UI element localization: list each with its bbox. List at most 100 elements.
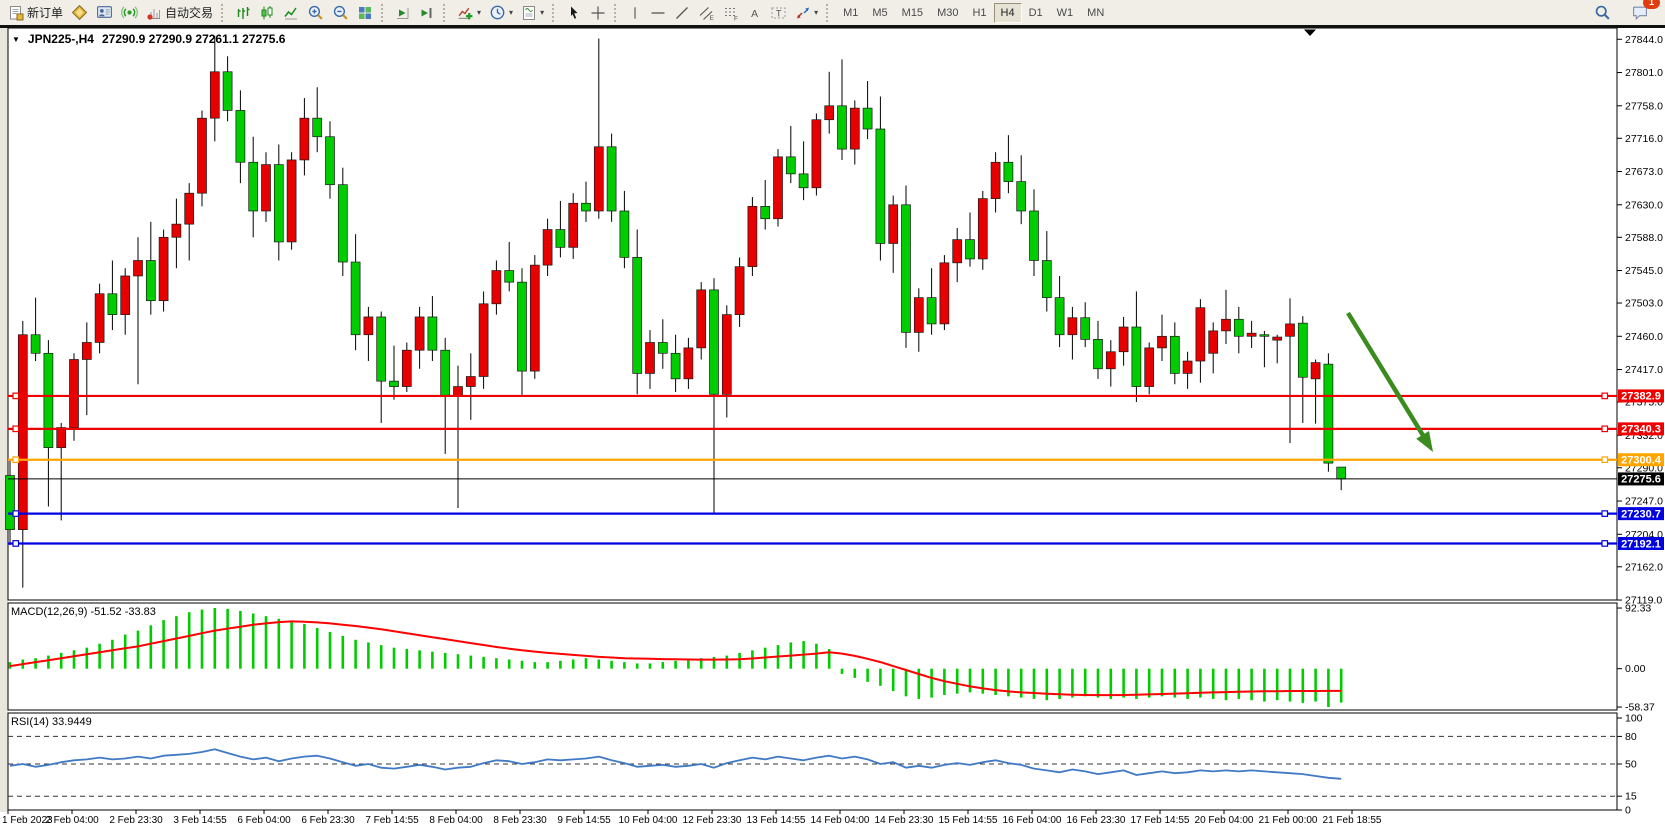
profile-button[interactable] xyxy=(92,1,117,25)
candle-body xyxy=(1208,330,1219,354)
fibonacci-button[interactable]: F xyxy=(719,1,744,25)
periods-button[interactable]: ▾ xyxy=(485,1,517,25)
line-anchor xyxy=(1601,540,1609,547)
svg-text:50: 50 xyxy=(1625,759,1637,771)
svg-text:27275.6: 27275.6 xyxy=(1621,474,1661,486)
horizontal-line[interactable] xyxy=(8,425,1617,433)
toolbar-separator xyxy=(443,3,449,22)
svg-text:2 Feb 04:00: 2 Feb 04:00 xyxy=(45,815,99,826)
vertical-line-button[interactable] xyxy=(624,1,646,25)
candle-body xyxy=(1297,322,1308,378)
candle-body xyxy=(760,205,771,220)
equidistant-channel-icon: E xyxy=(699,6,715,21)
line-anchor xyxy=(12,456,20,464)
chart-shift-button[interactable] xyxy=(415,1,439,25)
search-button[interactable] xyxy=(1590,1,1615,25)
macd-axis: 92.33 0.00 -58.37 xyxy=(1617,603,1655,714)
trend-arrow[interactable] xyxy=(1346,311,1433,452)
line-anchor xyxy=(1601,425,1609,433)
timeframe-m30-button[interactable]: M30 xyxy=(930,3,965,23)
tile-windows-button[interactable] xyxy=(353,1,377,25)
zoom-out-button[interactable] xyxy=(328,1,353,25)
cursor-button[interactable] xyxy=(562,1,586,25)
line-anchor xyxy=(1601,392,1609,400)
candle-body xyxy=(145,260,156,302)
text-button[interactable]: A xyxy=(744,1,766,25)
horizontal-line[interactable] xyxy=(8,510,1617,517)
candle-body xyxy=(1259,334,1270,337)
price-label: 27230.7 xyxy=(1618,507,1664,520)
tile-windows-icon xyxy=(359,6,372,19)
bar-chart-button[interactable] xyxy=(231,1,255,25)
profile-icon xyxy=(97,6,112,18)
horizontal-line[interactable] xyxy=(8,540,1617,547)
search-icon xyxy=(1595,5,1610,20)
zoom-in-button[interactable] xyxy=(303,1,328,25)
zoom-in-icon xyxy=(308,5,323,20)
auto-trading-label: 自动交易 xyxy=(165,6,214,20)
svg-text:F: F xyxy=(734,15,738,21)
timeframe-d1-button[interactable]: D1 xyxy=(1022,3,1050,23)
candle-body xyxy=(389,380,399,387)
svg-text:6 Feb 04:00: 6 Feb 04:00 xyxy=(237,815,291,826)
candle-body xyxy=(414,316,425,351)
svg-text:8 Feb 04:00: 8 Feb 04:00 xyxy=(429,815,483,826)
line-anchor xyxy=(12,392,20,400)
horizontal-line[interactable] xyxy=(8,456,1617,464)
candle-body xyxy=(593,146,604,212)
mql5-button[interactable] xyxy=(67,1,92,25)
candlestick-chart-button[interactable] xyxy=(255,1,279,25)
arrows-button[interactable]: ▾ xyxy=(791,1,822,25)
line-chart-button[interactable] xyxy=(279,1,303,25)
timeframe-h1-button[interactable]: H1 xyxy=(965,3,993,23)
candle-body xyxy=(1041,260,1052,298)
timeframe-h4-button[interactable]: H4 xyxy=(993,2,1022,23)
candle-body xyxy=(158,236,169,302)
svg-text:27162.0: 27162.0 xyxy=(1625,561,1663,573)
zoom-out-icon xyxy=(333,5,348,20)
text-label-button[interactable]: T xyxy=(766,1,791,25)
candle-body xyxy=(1016,181,1027,212)
timeframe-m5-button[interactable]: M5 xyxy=(865,3,894,23)
candle-body xyxy=(337,184,348,263)
svg-text:0: 0 xyxy=(1625,805,1631,817)
svg-text:27230.7: 27230.7 xyxy=(1621,508,1661,520)
candle-body xyxy=(645,342,655,374)
timeframe-m1-button[interactable]: M1 xyxy=(836,3,865,23)
candle-body xyxy=(1054,297,1065,336)
indicators-button[interactable]: ▾ xyxy=(453,1,485,25)
one-click-trading-toggle-icon[interactable]: ▼ xyxy=(12,34,20,44)
rsi-plot[interactable] xyxy=(7,712,1618,811)
svg-text:16 Feb 23:30: 16 Feb 23:30 xyxy=(1067,815,1126,826)
candle-body xyxy=(1182,360,1193,374)
candle-body xyxy=(465,376,476,387)
candle-body xyxy=(325,136,335,186)
main-toolbar: 新订单 自动交易 xyxy=(0,0,1665,25)
equidistant-channel-button[interactable]: E xyxy=(694,1,719,25)
signals-button[interactable] xyxy=(117,1,142,25)
macd-plot[interactable] xyxy=(7,602,1618,711)
templates-button[interactable]: ▾ xyxy=(517,1,548,25)
candle-body xyxy=(1195,307,1206,362)
new-order-label: 新订单 xyxy=(27,6,64,20)
scroll-end-marker-icon[interactable] xyxy=(1304,29,1316,37)
svg-text:10 Feb 04:00: 10 Feb 04:00 xyxy=(619,815,678,826)
auto-scroll-button[interactable] xyxy=(391,1,415,25)
timeframe-w1-button[interactable]: W1 xyxy=(1050,3,1081,23)
chart-canvas[interactable]: 27844.0 27801.0 27758.0 27716.0 27673.0 27630… xyxy=(0,28,1665,840)
new-order-button[interactable]: 新订单 xyxy=(4,1,67,25)
crosshair-button[interactable] xyxy=(586,1,610,25)
horizontal-line-button[interactable] xyxy=(646,1,670,25)
vertical-line-icon xyxy=(634,6,636,19)
trendline-button[interactable] xyxy=(670,1,694,25)
rsi-indicator-label: RSI(14) 33.9449 xyxy=(11,716,92,728)
window-border xyxy=(0,25,1665,28)
candle-body xyxy=(990,161,1001,199)
price-label: 27340.3 xyxy=(1618,422,1664,436)
horizontal-line[interactable] xyxy=(8,392,1617,400)
auto-trading-icon xyxy=(147,8,161,20)
timeframe-m15-button[interactable]: M15 xyxy=(895,3,930,23)
timeframe-mn-button[interactable]: MN xyxy=(1080,3,1111,23)
notifications-button[interactable]: 1 xyxy=(1627,0,1660,25)
auto-trading-button[interactable]: 自动交易 xyxy=(142,1,217,25)
